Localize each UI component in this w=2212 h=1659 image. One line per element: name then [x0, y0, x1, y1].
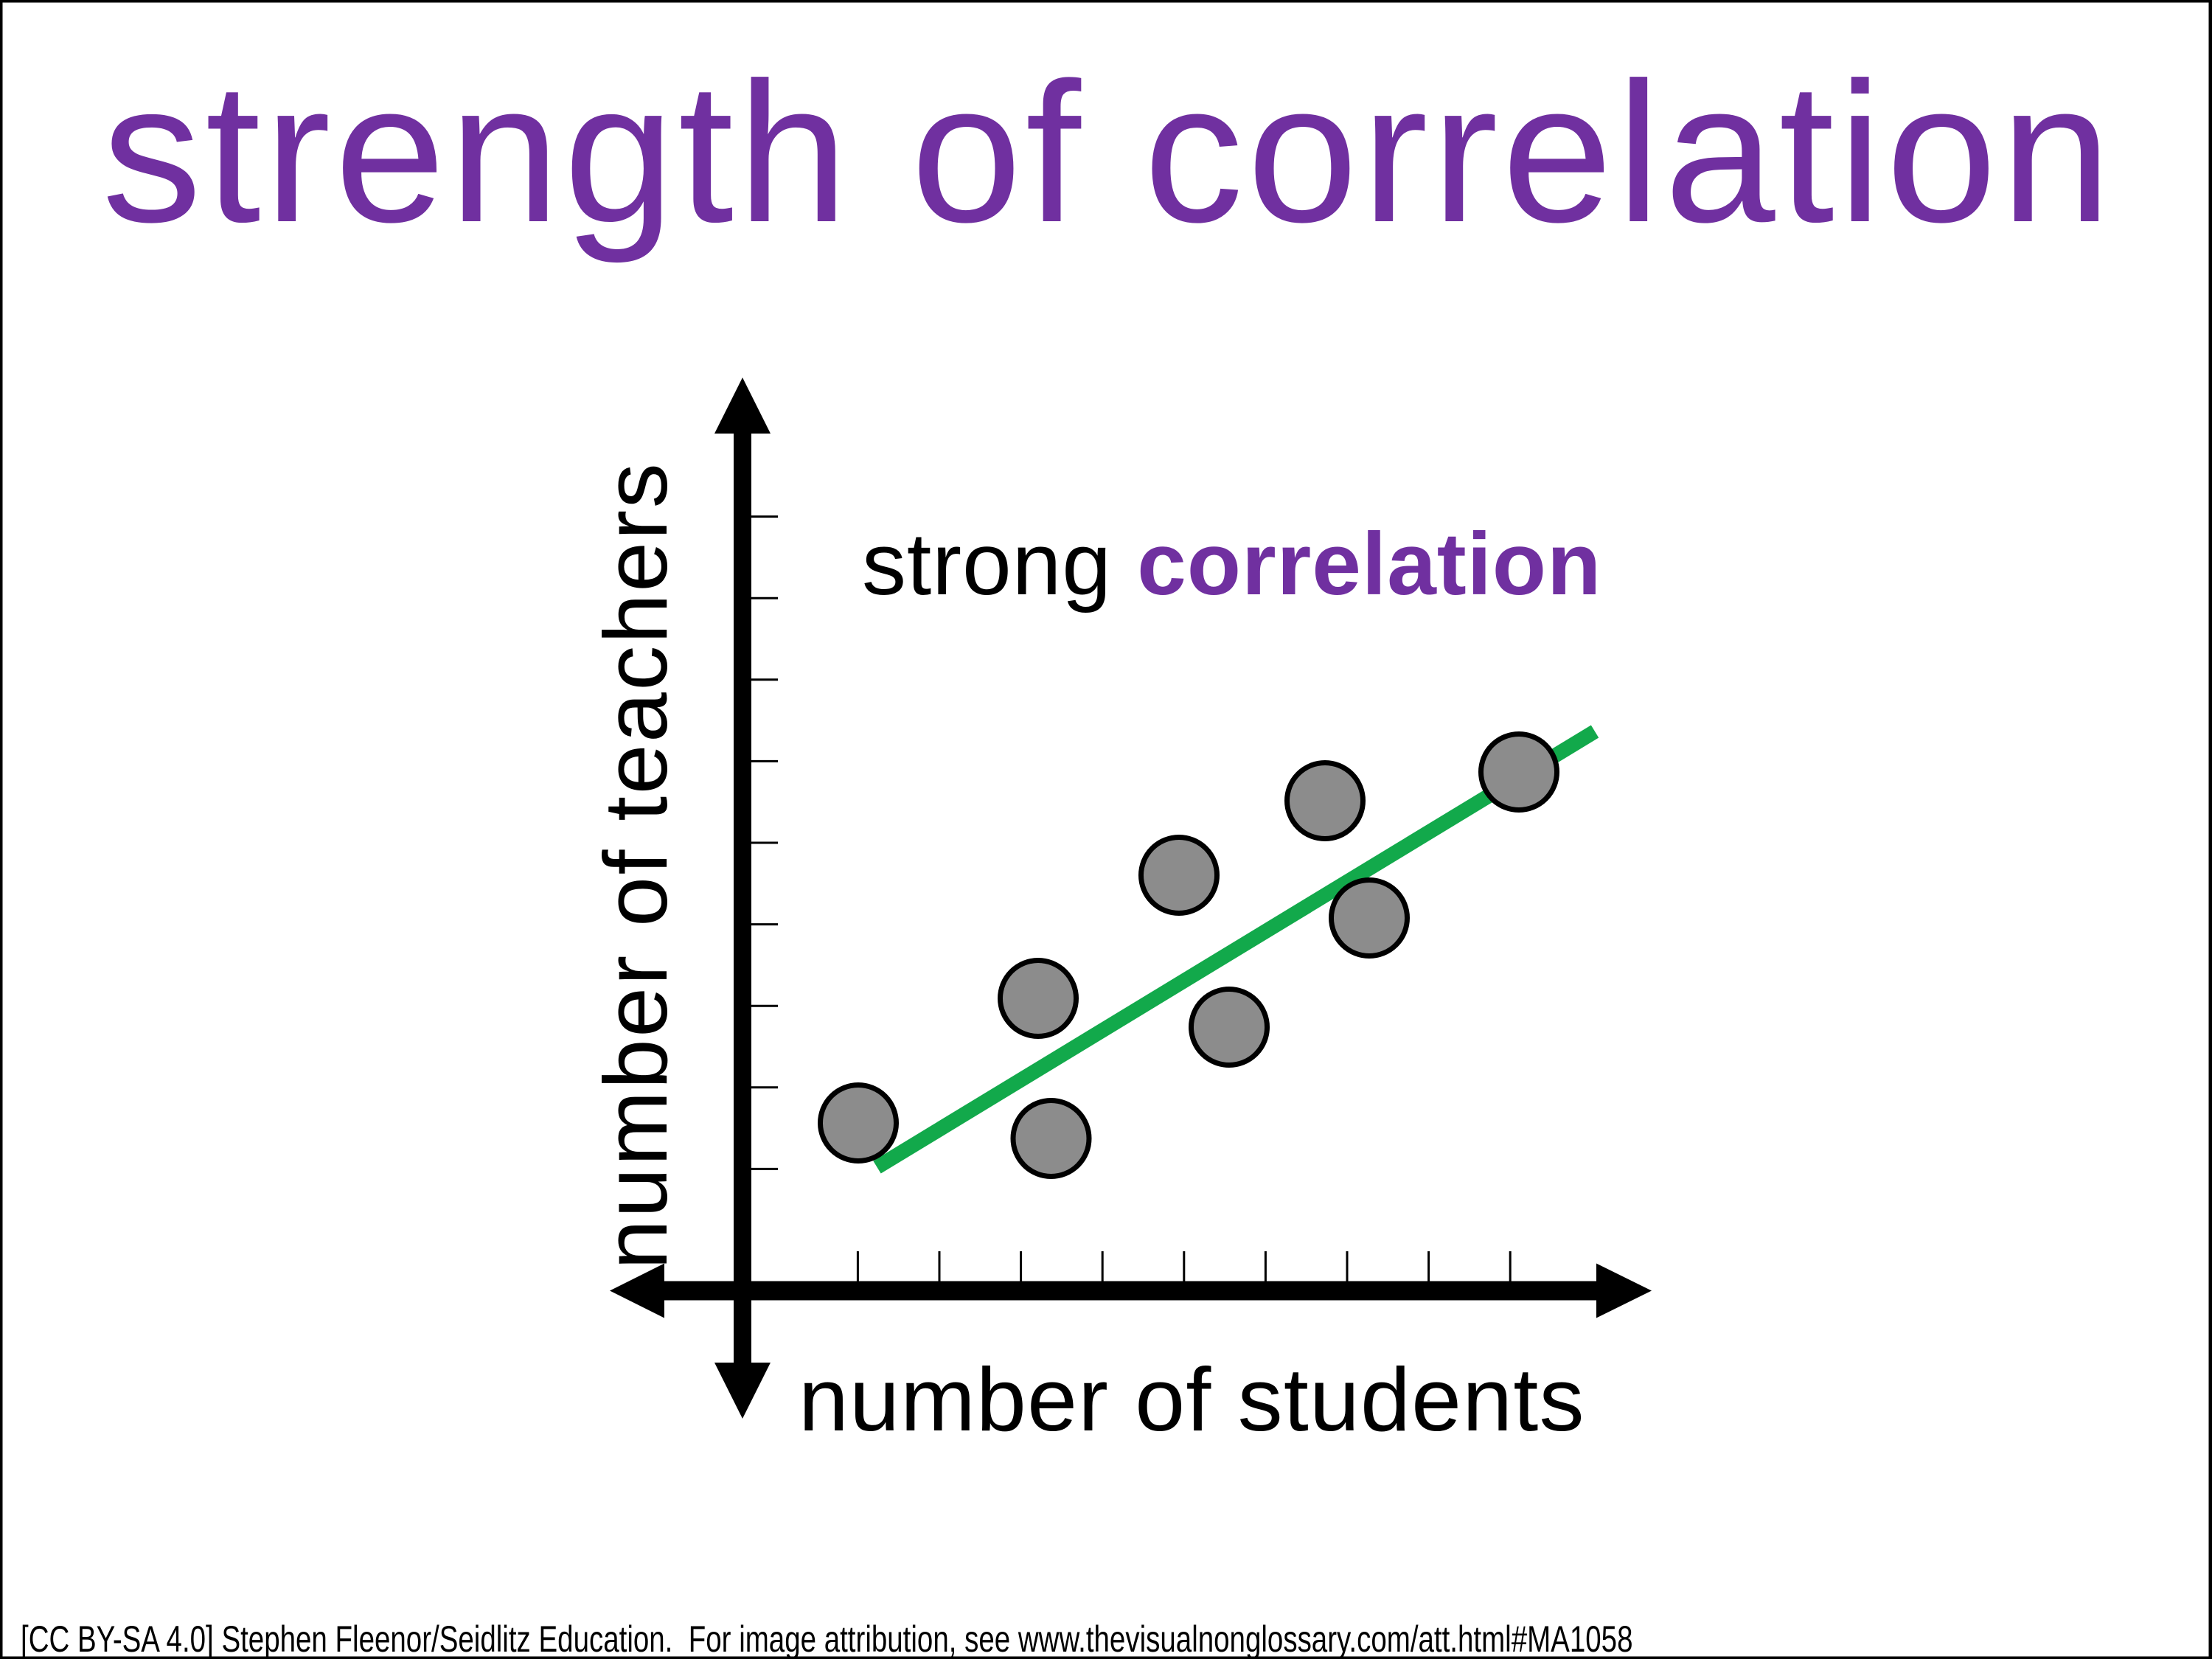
svg-text:strength of correlation: strength of correlation [102, 41, 2115, 265]
svg-text:strong correlation: strong correlation [862, 515, 1601, 613]
svg-text:number of teachers: number of teachers [585, 462, 686, 1270]
svg-text:number of students: number of students [799, 1349, 1585, 1450]
svg-text:[CC BY-SA 4.0] Stephen Fleenor: [CC BY-SA 4.0] Stephen Fleenor/Seidlitz … [21, 1619, 1632, 1659]
